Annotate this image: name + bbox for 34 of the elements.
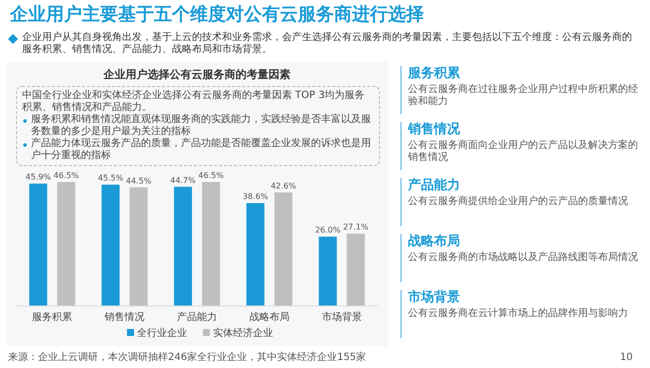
value-label: 45.5% [98,174,124,183]
x-tick-label: 服务积累 [32,311,72,323]
annotation: 公有云服务商提供给企业用户的云产品的质量情况 [408,196,629,208]
value-label: 46.5% [54,171,79,180]
x-tick-label: 市场背景 [322,311,362,323]
annotation: 产品能力 [408,178,460,194]
annotation: 服务积累 [408,66,460,82]
value-label: 44.5% [126,176,152,186]
annotation: 公有云服务商在过往服务企业用户过程中所积累的经验和能力 [408,84,639,108]
annotation: 公有云服务商在云计算市场上的品牌作用与影响力 [408,308,629,320]
annotation: 市场背景 [408,290,460,306]
annotation: 中国全行业企业和实体经济企业选择公有云服务商的考量因素 TOP 3均为服务积累、销售情况和产品能力。 [22,90,366,114]
value-label: 27.1% [343,222,368,232]
annotation: 公有云服务商面向企业用户的云产品以及解决方案的销售情况 [408,140,639,164]
legend-label: 实体经济企业 [213,327,273,339]
value-label: 38.6% [242,192,268,202]
annotation: 来源：企业上云调研，本次调研抽样246家全行业企业，其中实体经济企业155家 [8,352,366,364]
x-tick-label: 销售情况 [104,311,145,323]
annotation: 战略布局 [408,234,460,250]
annotation: 服务积累和销售情况能直观体现服务商的实践能力，实践经验是否丰富以及服务数量的多少是用户最为关注的指标 [22,114,374,138]
value-label: 44.7% [170,176,196,185]
x-tick-label: 产品能力 [177,311,217,323]
value-label: 46.5% [198,171,224,180]
title: 企业用户主要基于五个维度对公有云服务商进行选择 [10,4,424,26]
legend-label: 全行业企业 [137,327,187,339]
annotation: 公有云服务商的市场战略以及产品路线图等布局情况 [408,252,639,264]
annotation: 企业用户从其自身视角出发，基于上云的技术和业务需求，会产生选择公有云服务商的考量因素，主要包括以下五个维度：公有云服务商的服务积累、销售情况、产品能力、战略布局和市场背景。 [22,32,633,56]
annotation: 10 [620,352,633,364]
x-tick-label: 战略布局 [249,311,290,323]
value-label: 42.6% [270,181,296,190]
value-label: 45.9% [26,172,51,182]
subtitle: 企业用户选择公有云服务商的考量因素 [102,68,292,82]
annotation: 销售情况 [408,122,460,138]
value-label: 26.0% [315,226,340,235]
